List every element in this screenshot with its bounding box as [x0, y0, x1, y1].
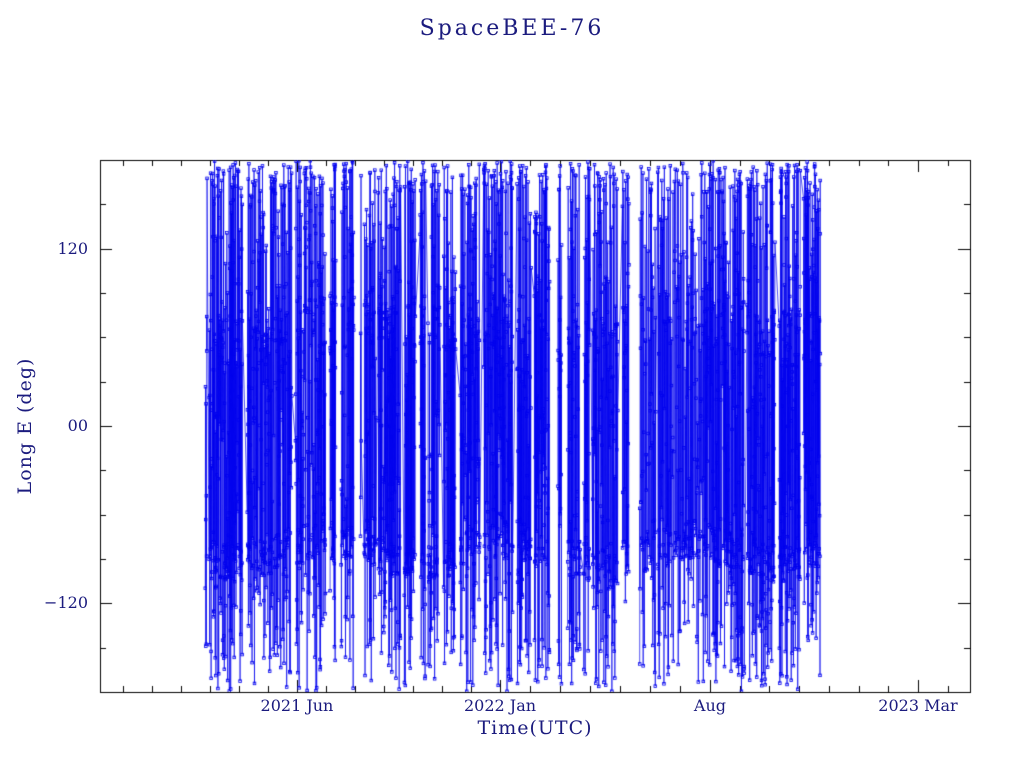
x-axis-label: Time(UTC) — [477, 717, 593, 739]
x-tick-label-aug: Aug — [693, 696, 726, 715]
x-tick-label-2023-mar: 2023 Mar — [878, 696, 958, 715]
x-tick-label-2022-jan: 2022 Jan — [463, 696, 537, 715]
chart-title: SpaceBEE-76 — [419, 16, 605, 41]
y-tick-label-neg120: −120 — [44, 593, 88, 613]
y-tick-label-120: 120 — [57, 238, 88, 258]
x-tick-label-2021-jun: 2021 Jun — [260, 696, 334, 715]
y-tick-label-00: 00 — [67, 416, 88, 435]
